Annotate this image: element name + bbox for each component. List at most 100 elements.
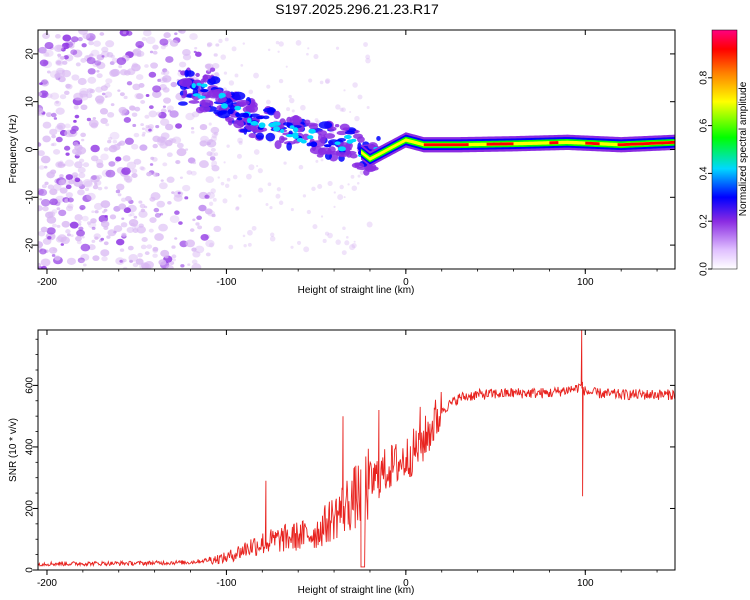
noise-blob [139, 166, 145, 171]
noise-blob [344, 240, 350, 246]
noise-blob [222, 198, 228, 204]
noise-blob [117, 89, 121, 92]
signal-blob [363, 169, 370, 176]
noise-blob [147, 124, 154, 130]
noise-blob [62, 60, 68, 65]
noise-blob [169, 215, 180, 223]
noise-blob [48, 246, 58, 254]
noise-blob [192, 161, 197, 165]
signal-blob [334, 141, 341, 146]
noise-blob [197, 225, 203, 230]
signal-blob [300, 139, 307, 144]
noise-blob [165, 56, 174, 63]
noise-blob [141, 133, 146, 137]
noise-blob [86, 56, 96, 65]
signal-blob [197, 95, 206, 99]
noise-blob [38, 188, 48, 197]
noise-blob [139, 203, 146, 209]
noise-blob [160, 118, 170, 126]
noise-blob [65, 205, 74, 212]
noise-blob [291, 109, 295, 113]
noise-blob [152, 135, 161, 143]
noise-blob [53, 149, 61, 155]
noise-blob [101, 55, 105, 58]
noise-blob [213, 53, 218, 57]
signal-blob [273, 110, 281, 120]
noise-blob [81, 236, 85, 239]
noise-blob [234, 73, 239, 78]
noise-blob [236, 206, 240, 210]
noise-blob [130, 212, 135, 217]
noise-blob [357, 174, 361, 178]
noise-blob [196, 215, 202, 221]
noise-blob [211, 165, 220, 172]
signal-blob [196, 82, 202, 86]
noise-blob [349, 244, 356, 251]
noise-blob [190, 127, 195, 130]
noise-blob [100, 249, 110, 257]
noise-blob [339, 184, 344, 190]
noise-blob [103, 241, 109, 246]
noise-blob [146, 171, 152, 177]
noise-blob [327, 232, 333, 239]
noise-blob [189, 228, 195, 232]
signal-blob [292, 134, 299, 139]
noise-blob [335, 46, 340, 50]
signal-blob [235, 112, 241, 118]
noise-blob [42, 135, 51, 143]
x-tick-label: -200 [37, 578, 57, 589]
noise-blob [105, 169, 116, 178]
signal-blob [227, 108, 234, 115]
noise-blob [80, 57, 87, 63]
noise-blob [126, 30, 133, 36]
noise-blob [214, 152, 219, 157]
signal-blob [248, 133, 257, 139]
noise-blob [207, 192, 211, 196]
signal-blob [202, 74, 212, 80]
noise-blob [121, 232, 127, 237]
signal-blob [184, 69, 189, 78]
noise-blob [87, 68, 96, 75]
noise-blob [191, 259, 198, 265]
noise-blob [104, 186, 108, 190]
signal-blob [201, 78, 207, 83]
snr-y-label: SNR (10 * v/v) [8, 418, 19, 482]
noise-blob [275, 40, 280, 45]
noise-blob [88, 119, 99, 128]
x-tick-label: -100 [216, 578, 236, 589]
noise-blob [42, 121, 52, 129]
noise-blob [100, 237, 105, 241]
noise-blob [112, 139, 118, 144]
noise-blob [74, 214, 83, 221]
noise-blob [315, 159, 319, 163]
signal-blob [265, 132, 276, 142]
noise-blob [89, 88, 95, 94]
noise-blob [96, 61, 106, 70]
noise-blob [341, 107, 346, 113]
noise-blob [290, 245, 294, 249]
noise-blob [171, 191, 175, 194]
noise-blob [107, 111, 115, 118]
spectrogram-area [38, 30, 675, 269]
signal-blob [342, 127, 350, 131]
signal-blob [215, 95, 227, 103]
signal-blob [344, 134, 352, 140]
signal-blob [289, 115, 303, 125]
colorbar-tick-label: 0.0 [699, 262, 710, 276]
noise-blob [99, 108, 109, 115]
signal-blob [225, 91, 232, 99]
noise-blob [38, 241, 44, 249]
noise-blob [314, 118, 319, 122]
noise-blob [44, 79, 48, 82]
signal-blob [306, 142, 312, 147]
noise-blob [44, 181, 49, 186]
noise-blob [226, 177, 231, 182]
noise-blob [173, 190, 183, 198]
noise-blob [211, 213, 216, 218]
signal-blob [258, 123, 266, 128]
noise-blob [206, 139, 217, 148]
x-tick-label: 0 [403, 578, 409, 589]
noise-blob [213, 225, 222, 233]
noise-blob [162, 87, 170, 93]
noise-blob [174, 237, 178, 240]
